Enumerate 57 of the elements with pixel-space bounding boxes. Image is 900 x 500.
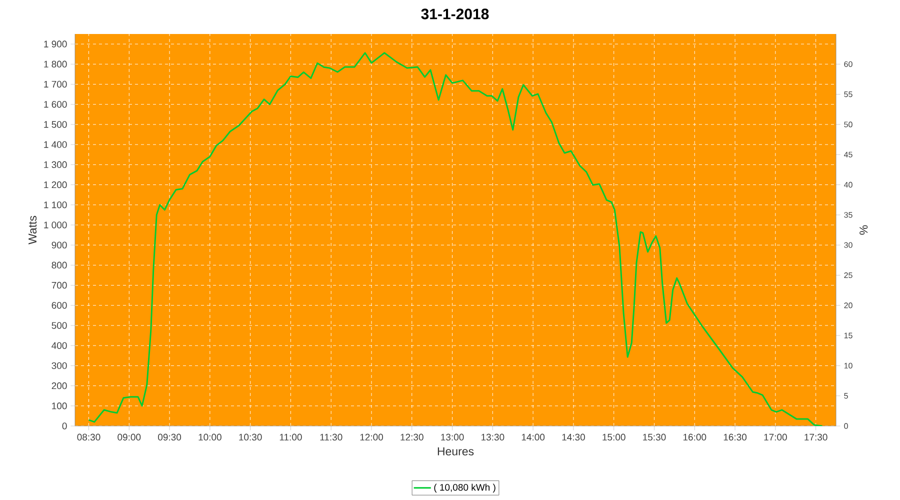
y-tick-label: 1 800: [44, 60, 67, 68]
x-tick-label: 12:30: [400, 434, 424, 441]
y2-tick-label: 30: [844, 242, 852, 248]
y-tick-label: 600: [52, 302, 67, 309]
y2-tick-label: 0: [844, 423, 848, 429]
y-tick-label: 1 900: [44, 40, 67, 48]
x-tick-label: 12:00: [360, 434, 383, 441]
y2-tick-label: 45: [844, 152, 852, 158]
y-tick-label: 700: [52, 282, 67, 289]
y2-tick-label: 50: [844, 122, 852, 128]
x-axis-title: Heures: [438, 447, 474, 456]
y2-tick-label: 20: [844, 302, 852, 308]
x-tick-label: 14:00: [522, 434, 545, 441]
y2-tick-label: 25: [844, 272, 852, 278]
y-tick-label: 1 100: [44, 201, 67, 208]
x-tick-label: 17:30: [804, 434, 828, 441]
y2-tick-label: 60: [844, 61, 852, 67]
x-tick-label: 08:30: [77, 434, 100, 441]
y2-tick-label: 40: [844, 182, 852, 188]
x-tick-label: 10:00: [198, 434, 222, 441]
y-tick-label: 1 700: [44, 80, 67, 88]
y-tick-label: 900: [52, 242, 67, 248]
y-tick-label: 400: [52, 342, 67, 349]
y2-axis-title: %: [860, 225, 868, 235]
x-tick-label: 11:30: [320, 434, 342, 441]
y-tick-label: 200: [52, 382, 67, 390]
y-tick-label: 1 600: [44, 100, 67, 108]
y-tick-label: 300: [52, 362, 67, 370]
x-tick-label: 09:00: [118, 434, 141, 441]
legend-label: ( 10,080 kWh ): [434, 484, 496, 493]
y-tick-label: 1 500: [44, 121, 67, 128]
x-tick-label: 16:00: [683, 434, 706, 441]
y-tick-label: 1 300: [44, 161, 67, 168]
y2-tick-label: 15: [844, 332, 852, 338]
y-tick-label: 500: [52, 322, 67, 329]
y-tick-label: 1 000: [44, 222, 67, 228]
x-tick-label: 11:00: [280, 434, 302, 441]
y-tick-label: 0: [62, 422, 67, 430]
y2-tick-label: 5: [844, 393, 848, 399]
x-tick-label: 14:30: [562, 434, 585, 441]
y-tick-label: 800: [52, 262, 67, 269]
x-tick-label: 13:30: [482, 434, 504, 441]
x-tick-label: 15:00: [602, 434, 626, 441]
x-tick-label: 13:00: [441, 434, 464, 441]
y2-tick-label: 35: [844, 212, 852, 218]
y2-tick-label: 10: [844, 362, 852, 369]
x-tick-label: 10:30: [239, 434, 262, 441]
y2-tick-label: 55: [844, 92, 852, 98]
x-tick-label: 09:30: [158, 434, 182, 441]
y-tick-label: 1 400: [44, 141, 67, 148]
y-tick-label: 1 200: [44, 181, 67, 188]
y-tick-label: 100: [52, 402, 67, 410]
x-tick-label: 17:00: [764, 434, 787, 441]
y-axis-title: Watts: [28, 216, 37, 244]
chart-title: 31-1-2018: [421, 8, 489, 20]
x-tick-label: 15:30: [643, 434, 666, 441]
x-tick-label: 16:30: [724, 434, 747, 441]
